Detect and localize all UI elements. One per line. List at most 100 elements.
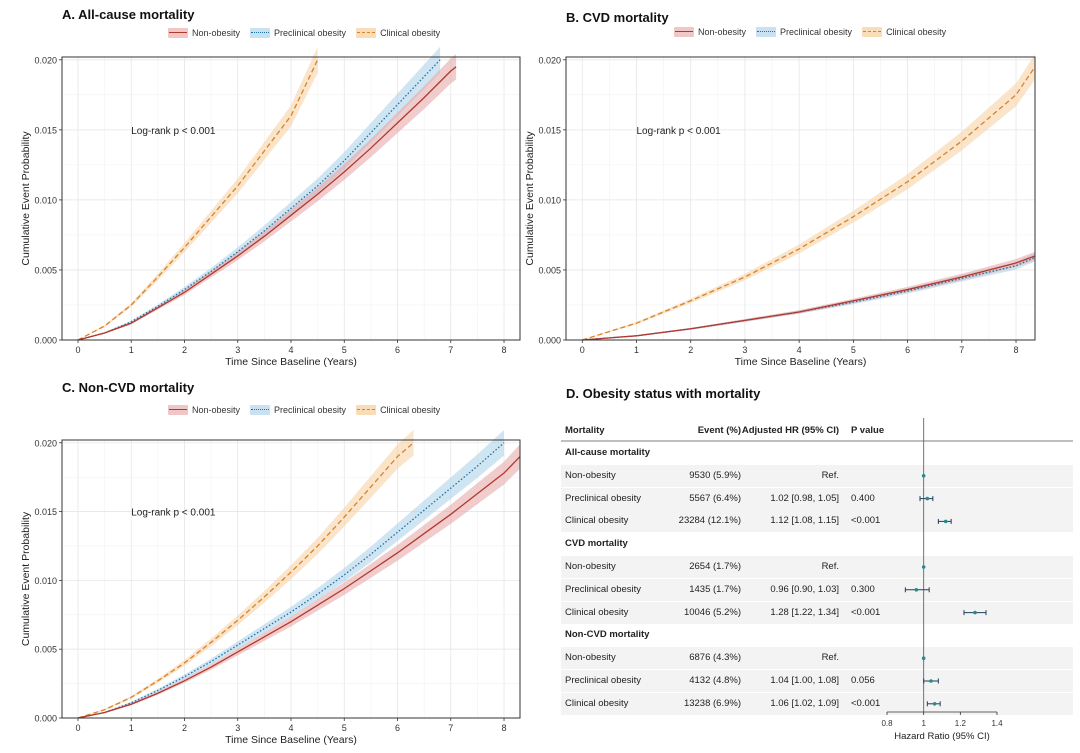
hr-point: [973, 610, 977, 615]
forest-x-tick-label: 0.8: [881, 719, 893, 728]
legend-swatch: [862, 27, 883, 37]
hazard-ratio-text: 1.04 [1.00, 1.08]: [770, 675, 839, 686]
x-tick-label: 3: [235, 345, 240, 355]
p-value: <0.001: [851, 697, 881, 709]
x-tick-label: 5: [851, 345, 856, 355]
km-plot-non-cvd: 0.000 0.005 0.010 0.015 0.020 0 1 2 3 4 5 6 7 8 Log-ra…: [20, 429, 521, 746]
legend-item-preclinical-obesity: Preclinical obesity: [250, 28, 346, 38]
col-header-event: Event (%): [697, 425, 741, 436]
p-value: 0.056: [851, 675, 875, 686]
legend-item-non-obesity: Non-obesity: [674, 27, 746, 37]
x-tick-label: 1: [129, 723, 134, 733]
legend-a: Non-obesity Preclinical obesity Clinical…: [168, 28, 450, 38]
hazard-ratio-text: 1.12 [1.08, 1.15]: [770, 515, 839, 527]
forest-section-row: CVD mortality: [561, 533, 1073, 555]
legend-label: Non-obesity: [192, 28, 241, 38]
hr-point: [943, 519, 948, 524]
legend-label: Preclinical obesity: [274, 405, 347, 415]
survival-curve: [582, 255, 1036, 341]
forest-data-row: Non-obesity 6876 (4.3%) Ref.: [561, 647, 1073, 670]
x-tick-label: 0: [580, 345, 585, 355]
x-tick-label: 6: [905, 345, 910, 355]
legend-b: Non-obesity Preclinical obesity Clinical…: [674, 27, 956, 37]
forest-x-tick-label: 1: [921, 719, 926, 728]
hr-point: [921, 474, 926, 478]
survival-curve: [582, 66, 1036, 341]
event-count: 4132 (4.8%): [689, 675, 741, 686]
legend-c: Non-obesity Preclinical obesity Clinical…: [168, 405, 450, 415]
legend-swatch: [674, 27, 694, 37]
y-tick-label: 0.000: [538, 336, 561, 346]
x-axis-label: Time Since Baseline (Years): [735, 356, 867, 368]
col-header-mortality: Mortality: [565, 425, 605, 436]
hazard-ratio-text: 0.96 [0.90, 1.03]: [770, 583, 839, 595]
y-tick-label: 0.000: [34, 336, 57, 346]
row-label: Non-obesity: [565, 652, 616, 664]
legend-item-clinical-obesity: Clinical obesity: [356, 405, 440, 415]
y-tick-label: 0.015: [34, 125, 57, 135]
x-tick-label: 2: [182, 723, 187, 733]
x-tick-label: 6: [395, 345, 400, 355]
legend-swatch: [356, 28, 377, 38]
legend-label: Non-obesity: [192, 405, 241, 415]
legend-item-clinical-obesity: Clinical obesity: [356, 28, 440, 38]
forest-x-tick-label: 1.4: [991, 719, 1003, 728]
row-label: Preclinical obesity: [565, 583, 642, 595]
forest-data-row: Clinical obesity 10046 (5.2%) 1.28 [1.22, …: [561, 601, 1073, 624]
panel-a-title: A. All-cause mortality: [62, 7, 195, 22]
row-label: Non-obesity: [565, 561, 616, 572]
legend-swatch: [756, 27, 777, 37]
x-tick-label: 4: [288, 345, 293, 355]
event-count: 13238 (6.9%): [683, 697, 741, 709]
x-axis-label: Time Since Baseline (Years): [225, 356, 357, 368]
forest-section-row: All-cause mortality: [561, 442, 1073, 464]
x-tick-label: 3: [235, 723, 240, 733]
logrank-annotation: Log-rank p < 0.001: [636, 126, 721, 137]
km-plot-cvd: 0.000 0.005 0.010 0.015 0.020 0 1 2 3 4 5 6 7 8 Log-ra…: [524, 54, 1036, 368]
hazard-ratio-text: Ref.: [821, 561, 839, 572]
survival-curve: [77, 442, 414, 719]
event-count: 6876 (4.3%): [689, 652, 741, 664]
legend-swatch: [250, 405, 271, 415]
legend-label: Preclinical obesity: [780, 27, 853, 37]
legend-swatch: [356, 405, 377, 415]
x-tick-label: 6: [395, 723, 400, 733]
y-tick-label: 0.020: [538, 55, 561, 65]
event-count: 1435 (1.7%): [689, 583, 741, 595]
legend-item-preclinical-obesity: Preclinical obesity: [756, 27, 852, 37]
event-count: 9530 (5.9%): [689, 469, 741, 481]
survival-curve: [77, 59, 441, 341]
x-tick-label: 7: [959, 345, 964, 355]
x-tick-label: 5: [342, 345, 347, 355]
legend-swatch: [250, 28, 271, 38]
km-plot-all-cause: 0.000 0.005 0.010 0.015 0.020 0 1 2 3 4 5 6 7 8 Log-ra…: [20, 46, 521, 368]
y-axis-label: Cumulative Event Probability: [20, 511, 32, 646]
hazard-ratio-text: Ref.: [821, 652, 839, 664]
y-tick-label: 0.010: [538, 195, 561, 205]
x-tick-label: 1: [129, 345, 134, 355]
x-tick-label: 8: [502, 345, 507, 355]
event-count: 5567 (6.4%): [689, 492, 741, 504]
legend-label: Non-obesity: [698, 27, 747, 37]
hr-point: [914, 588, 919, 592]
forest-x-axis-label: Hazard Ratio (95% CI): [894, 731, 990, 742]
survival-curve: [77, 442, 505, 719]
p-value: <0.001: [851, 515, 881, 527]
x-tick-label: 2: [182, 345, 187, 355]
hazard-ratio-text: Ref.: [821, 469, 839, 481]
section-label: All-cause mortality: [565, 447, 650, 458]
x-tick-label: 4: [797, 345, 802, 355]
plot-border: [61, 439, 521, 719]
col-header-hr: Adjusted HR (95% CI): [741, 425, 839, 436]
forest-data-row: Preclinical obesity 1435 (1.7%) 0.96 [0.90…: [561, 578, 1073, 601]
y-tick-label: 0.015: [538, 125, 561, 135]
row-label: Non-obesity: [565, 469, 616, 481]
survival-curve: [77, 66, 457, 341]
plot-border: [61, 56, 521, 341]
x-tick-label: 3: [742, 345, 747, 355]
logrank-annotation: Log-rank p < 0.001: [131, 508, 216, 519]
x-tick-label: 5: [342, 723, 347, 733]
y-tick-label: 0.010: [34, 576, 57, 586]
legend-item-clinical-obesity: Clinical obesity: [862, 27, 946, 37]
